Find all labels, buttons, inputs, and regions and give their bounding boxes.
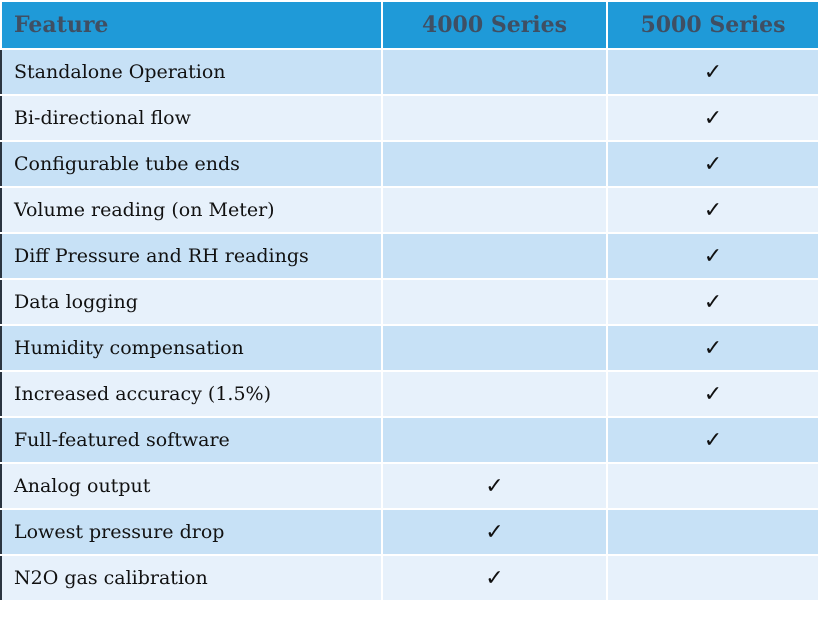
header-cell: Feature	[0, 0, 383, 50]
table-row: Diff Pressure and RH readings ✓	[0, 232, 820, 280]
check-cell	[606, 508, 820, 556]
feature-cell: Increased accuracy (1.5%)	[0, 370, 383, 418]
check-cell	[381, 278, 608, 326]
check-cell: ✓	[381, 554, 608, 602]
header-cell: 4000 Series	[381, 0, 608, 50]
table-row: Lowest pressure drop ✓	[0, 508, 820, 556]
check-cell: ✓	[606, 278, 820, 326]
check-cell: ✓	[606, 370, 820, 418]
table-row: Data logging ✓	[0, 278, 820, 326]
check-cell	[381, 324, 608, 372]
table-row: Humidity compensation ✓	[0, 324, 820, 372]
header-cell: 5000 Series	[606, 0, 820, 50]
feature-cell: Configurable tube ends	[0, 140, 383, 188]
check-cell: ✓	[381, 508, 608, 556]
feature-cell: Data logging	[0, 278, 383, 326]
check-cell: ✓	[606, 48, 820, 96]
check-cell	[381, 232, 608, 280]
check-cell: ✓	[381, 462, 608, 510]
feature-table: Feature 4000 Series 5000 Series Standalone…	[0, 0, 820, 602]
check-cell	[381, 48, 608, 96]
check-cell: ✓	[606, 94, 820, 142]
table-row: Bi-directional flow ✓	[0, 94, 820, 142]
check-cell	[381, 416, 608, 464]
table-row: N2O gas calibration ✓	[0, 554, 820, 602]
check-cell	[381, 186, 608, 234]
table-row: Increased accuracy (1.5%) ✓	[0, 370, 820, 418]
check-cell	[606, 554, 820, 602]
check-cell	[381, 140, 608, 188]
table-body: Standalone Operation ✓ Bi-directional flow…	[0, 48, 820, 602]
table-row: Full-featured software ✓	[0, 416, 820, 464]
check-cell: ✓	[606, 416, 820, 464]
check-cell: ✓	[606, 140, 820, 188]
check-cell: ✓	[606, 232, 820, 280]
feature-cell: Humidity compensation	[0, 324, 383, 372]
feature-cell: Bi-directional flow	[0, 94, 383, 142]
feature-cell: Analog output	[0, 462, 383, 510]
check-cell	[381, 94, 608, 142]
check-cell	[381, 370, 608, 418]
feature-cell: Volume reading (on Meter)	[0, 186, 383, 234]
feature-cell: Lowest pressure drop	[0, 508, 383, 556]
feature-cell: Standalone Operation	[0, 48, 383, 96]
table-row: Standalone Operation ✓	[0, 48, 820, 96]
check-cell	[606, 462, 820, 510]
check-cell: ✓	[606, 186, 820, 234]
table-row: Configurable tube ends ✓	[0, 140, 820, 188]
table-row: Volume reading (on Meter) ✓	[0, 186, 820, 234]
table-row: Analog output ✓	[0, 462, 820, 510]
feature-cell: Full-featured software	[0, 416, 383, 464]
header-row: Feature 4000 Series 5000 Series	[0, 0, 820, 50]
feature-cell: N2O gas calibration	[0, 554, 383, 602]
check-cell: ✓	[606, 324, 820, 372]
feature-cell: Diff Pressure and RH readings	[0, 232, 383, 280]
